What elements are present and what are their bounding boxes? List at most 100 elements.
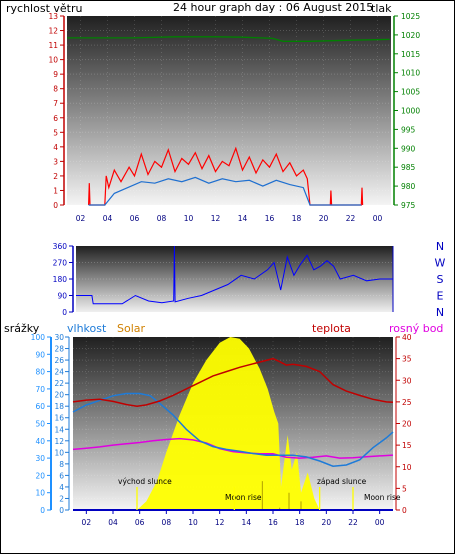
wind-tick-label: 11: [48, 41, 58, 50]
humidity-tick-label: 24: [54, 368, 64, 377]
time-tick-label: 14: [242, 518, 252, 527]
humidity-tick-label: 22: [54, 379, 64, 388]
direction-tick-label: 90: [57, 292, 67, 301]
time-tick-label: 00: [373, 214, 383, 223]
time-tick-label: 04: [103, 214, 113, 223]
temperature-tick-label: 25: [402, 398, 412, 407]
time-tick-label: 16: [265, 214, 275, 223]
humidity-tick-label: 6: [59, 471, 64, 480]
humidity-tick-label: 26: [54, 356, 64, 365]
time-tick-label: 20: [319, 214, 329, 223]
direction-plot-area: [76, 246, 393, 312]
direction-tick-label: 360: [53, 242, 68, 251]
time-tick-label: 00: [375, 518, 385, 527]
rain-tick-label: 70: [35, 385, 45, 394]
wind-tick-label: 9: [53, 70, 58, 79]
direction-tick-label: 180: [53, 275, 68, 284]
compass-label: W: [435, 257, 446, 270]
wind-tick-label: 4: [53, 143, 58, 152]
time-tick-label: 04: [108, 518, 118, 527]
humidity-tick-label: 14: [54, 425, 64, 434]
temperature-ticks: 0 5 10 15 20 25 30 35 40: [396, 333, 412, 515]
moonrise-label-2: Moon rise: [364, 493, 401, 502]
humidity-tick-label: 12: [54, 437, 64, 446]
temperature-series: [72, 357, 394, 407]
temperature-tick-label: 0: [402, 506, 407, 515]
humidity-tick-label: 0: [59, 506, 64, 515]
pressure-axis-title: tlak: [371, 2, 392, 15]
rain-tick-label: 50: [35, 420, 45, 429]
temperature-tick-label: 30: [402, 376, 412, 385]
pressure-tick-label: 980: [401, 182, 416, 191]
humidity-axis-title: vlhkost: [67, 322, 107, 335]
time-tick-label: 10: [188, 518, 198, 527]
rain-axis-title: srážky: [4, 322, 40, 335]
dewpoint-series: [72, 437, 394, 459]
rain-tick-label: 30: [35, 454, 45, 463]
compass-label: S: [437, 273, 444, 286]
humidity-series: [72, 392, 394, 467]
temperature-tick-label: 40: [402, 333, 412, 342]
temperature-tick-label: 5: [402, 484, 407, 493]
temperature-axis-title: teplota: [312, 322, 351, 335]
sunset-label: západ slunce: [317, 477, 367, 486]
wind-axis-title: rychlost větru: [6, 2, 82, 15]
time-tick-label: 10: [184, 214, 194, 223]
wind-tick-label: 13: [48, 12, 58, 21]
compass-label: E: [437, 290, 444, 303]
time-tick-label: 08: [157, 214, 167, 223]
pressure-tick-label: 975: [401, 201, 416, 210]
wind-tick-label: 3: [53, 157, 58, 166]
humidity-tick-label: 8: [59, 460, 64, 469]
time-tick-label: 18: [292, 214, 302, 223]
rain-tick-label: 80: [35, 368, 45, 377]
wind-average-series: [88, 176, 362, 206]
pressure-tick-label: 1015: [401, 50, 420, 59]
rain-tick-label: 40: [35, 437, 45, 446]
wind-tick-label: 6: [53, 114, 58, 123]
pressure-tick-label: 985: [401, 163, 416, 172]
time-tick-label: 14: [238, 214, 248, 223]
dewpoint-axis-title: rosný bod: [389, 322, 443, 335]
direction-ticks: 0 90 180 270 360: [53, 242, 73, 317]
time-tick-label: 20: [322, 518, 332, 527]
humidity-tick-label: 16: [54, 414, 64, 423]
direction-tick-label: 0: [62, 308, 67, 317]
wind-tick-label: 0: [53, 201, 58, 210]
wind-tick-label: 1: [53, 186, 58, 195]
rain-tick-label: 10: [35, 489, 45, 498]
humidity-tick-label: 18: [54, 402, 64, 411]
pressure-tick-label: 1010: [401, 69, 420, 78]
rain-tick-label: 0: [40, 506, 45, 515]
time-ticks-bottom: 02 04 06 08 10 12 14 16 18 20 22 00: [82, 510, 385, 527]
time-tick-label: 02: [76, 214, 86, 223]
time-tick-label: 18: [295, 518, 305, 527]
compass-label: N: [436, 306, 444, 319]
pressure-tick-label: 1020: [401, 31, 420, 40]
wind-gust-series: [88, 146, 364, 206]
solar-spikes: [261, 481, 302, 510]
pressure-tick-label: 1000: [401, 107, 420, 116]
temperature-tick-label: 10: [402, 463, 412, 472]
chart-title: 24 hour graph day : 06 August 2015: [173, 1, 373, 14]
pressure-tick-label: 990: [401, 144, 416, 153]
wind-tick-label: 10: [48, 56, 58, 65]
event-markers: [136, 487, 354, 510]
time-tick-label: 06: [135, 518, 145, 527]
time-ticks-top: 02 04 06 08 10 12 14 16 18 20 22 00: [76, 214, 383, 223]
rain-ticks: 0 10 20 30 40 50 60 70 80 90 100: [31, 333, 51, 515]
time-tick-label: 06: [130, 214, 140, 223]
humidity-tick-label: 20: [54, 391, 64, 400]
compass-label: N: [436, 240, 444, 253]
pressure-tick-label: 1005: [401, 88, 420, 97]
time-tick-label: 02: [82, 518, 92, 527]
temperature-tick-label: 20: [402, 420, 412, 429]
solar-series: [137, 337, 320, 510]
temperature-tick-label: 15: [402, 441, 412, 450]
pressure-series: [67, 36, 390, 42]
humidity-tick-label: 10: [54, 448, 64, 457]
